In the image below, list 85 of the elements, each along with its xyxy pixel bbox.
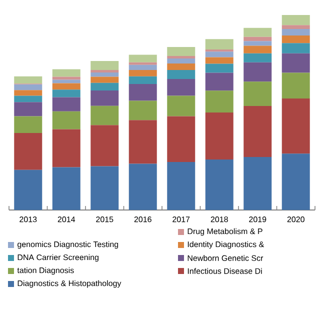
bar [205,112,234,160]
bar [128,76,157,84]
bar [244,62,272,82]
x-tick-label: 2014 [58,216,76,222]
bar [128,84,157,101]
legend-label: DNA Carrier Screening [18,254,98,262]
x-tick-label: 2018 [210,216,228,222]
bar [205,90,234,112]
bar [128,62,157,65]
x-tick-label: 2013 [20,216,37,222]
bar [128,164,157,210]
bar [244,156,272,210]
bar [14,96,42,102]
bar [14,170,42,210]
bar [90,90,119,106]
bar [14,84,42,90]
legend-label: genomics Diagnostic Testing [18,241,118,249]
bar [14,76,42,84]
bar [167,56,196,58]
bar [52,111,80,130]
legend-label: Newborn Genetic Scr [188,255,264,261]
bar [90,125,119,166]
bar [128,70,157,76]
bar [205,57,234,64]
bar [52,129,80,168]
bar [282,72,310,98]
bar [167,78,196,96]
bar [167,162,196,210]
x-tick-label: 2015 [96,216,114,222]
bar [205,159,234,210]
bar [90,166,119,210]
bar [282,35,310,44]
bar [52,69,80,77]
bar [205,72,234,91]
bar [167,46,196,56]
bar [244,36,272,42]
bar [282,29,310,36]
bar [128,120,157,164]
bar [244,28,272,37]
bar [14,116,42,133]
bar [167,70,196,79]
x-tick-label: 2019 [249,216,266,222]
bar [52,97,80,112]
bar [167,64,196,70]
legend-label: Infectious Disease Di [188,268,262,274]
bar [167,96,196,116]
legend-label: Diagnostics & Histopathology [18,280,122,288]
bar [282,98,310,154]
bar [52,90,80,98]
bar [282,154,310,210]
x-tick-label: 2016 [134,216,152,222]
legend-label: tation Diagnosis [17,267,74,275]
bar [167,58,196,64]
x-tick-label: 2020 [287,216,304,222]
bar [52,167,80,210]
bar [282,43,310,54]
bar [14,132,42,170]
bar [90,72,119,77]
bar [244,82,272,106]
bar [205,39,234,50]
bar [128,64,157,70]
bar [282,25,310,30]
bar [14,90,42,96]
bar [128,54,157,62]
bar [52,83,80,90]
bar [282,14,310,26]
legend-label: Drug Metabolism & P [188,228,262,236]
bar [90,76,119,83]
bar [90,61,119,70]
bar [282,53,310,73]
bar [244,46,272,54]
bar [90,106,119,126]
bar [52,80,80,84]
legend-label: Identity Diagnostics & [188,241,264,249]
bar [128,100,157,120]
x-tick-label: 2017 [172,216,190,222]
bar [14,102,42,116]
bar [90,70,119,73]
bar [205,52,234,58]
bar [244,53,272,62]
bar [244,41,272,46]
bar [244,106,272,157]
bar [205,64,234,73]
bar [167,116,196,162]
bar [90,82,119,90]
